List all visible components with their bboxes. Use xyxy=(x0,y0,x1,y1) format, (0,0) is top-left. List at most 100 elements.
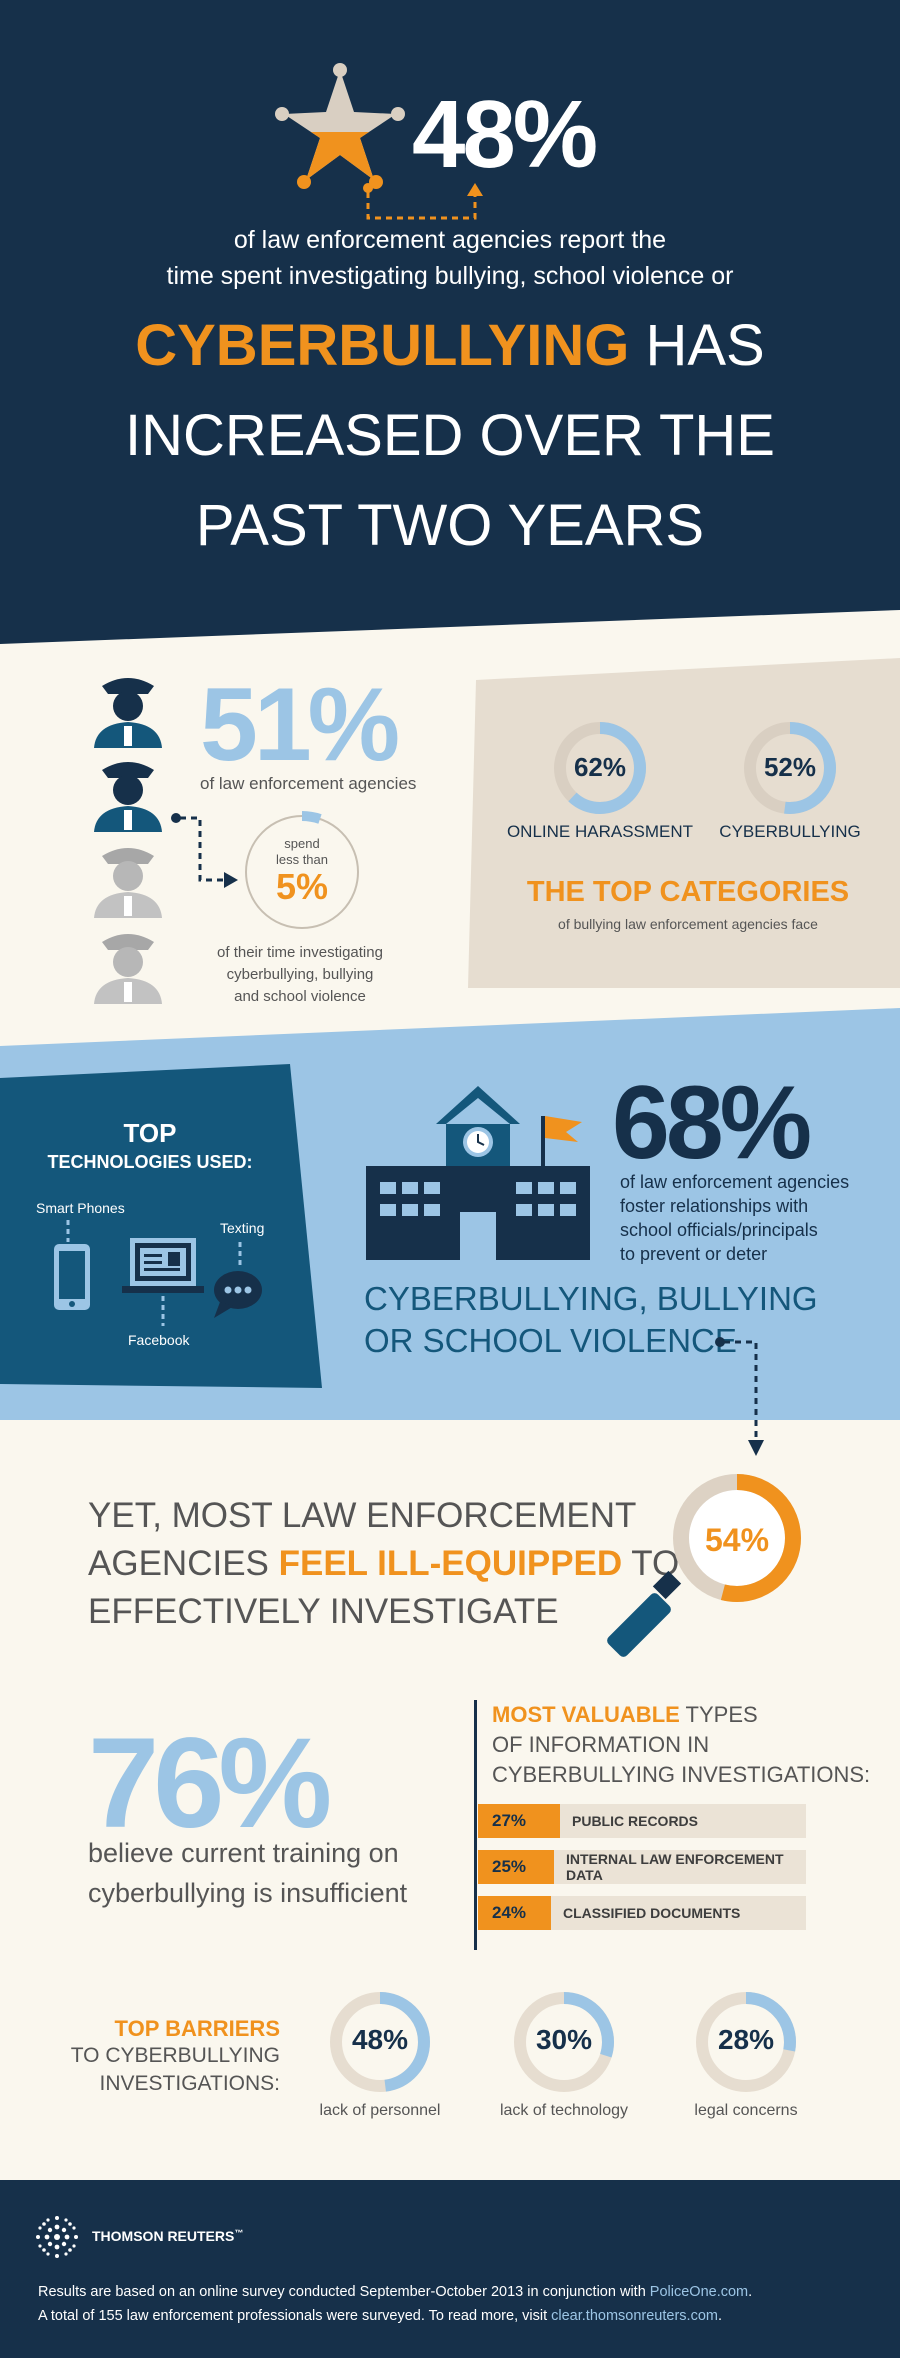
barrier-caption: lack of personnel xyxy=(319,2102,441,2119)
barrier-arc xyxy=(330,1992,430,2092)
info-title-2: OF INFORMATION IN xyxy=(492,1732,710,1757)
school-line-3: school officials/principals xyxy=(620,1220,818,1240)
equip-donut-label: 54% xyxy=(704,1522,770,1558)
texting-bubble-icon xyxy=(214,1242,262,1318)
equip-line-2: AGENCIES FEEL ILL-EQUIPPED TO xyxy=(88,1544,679,1584)
barriers-title-2: TO CYBERBULLYING xyxy=(70,2044,280,2067)
school-line-2: foster relationships with xyxy=(620,1196,809,1216)
circle-pct: 5% xyxy=(275,866,329,907)
tech-smart-phones: Smart Phones xyxy=(36,1200,125,1216)
circle-text-1: spend xyxy=(284,836,320,851)
info-title-3: CYBERBULLYING INVESTIGATIONS: xyxy=(492,1762,871,1787)
info-bar: 25% xyxy=(478,1850,554,1884)
categories-subtitle: of bullying law enforcement agencies fac… xyxy=(558,916,818,932)
barrier-arc xyxy=(514,1992,614,2092)
training-stat: 76% xyxy=(88,1712,332,1855)
hero-headline-2: INCREASED OVER THE xyxy=(125,403,775,468)
tech-texting: Texting xyxy=(220,1220,265,1236)
tech-facebook: Facebook xyxy=(128,1332,190,1348)
brand-name: THOMSON REUTERS™ xyxy=(92,2228,243,2244)
footer-note-2-end: . xyxy=(717,2308,722,2324)
donut-label-cyberbullying: 52% xyxy=(763,752,817,782)
barrier-donut xyxy=(696,1992,796,2092)
school-line-4: to prevent or deter xyxy=(620,1244,768,1264)
brand-tm: ™ xyxy=(234,2228,244,2238)
school-big-2: OR SCHOOL VIOLENCE xyxy=(364,1322,737,1359)
barrier-caption: lack of technology xyxy=(499,2102,629,2119)
footer-note-2: A total of 155 law enforcement professio… xyxy=(38,2308,722,2324)
headline-rest: HAS xyxy=(629,313,765,378)
info-title-accent: MOST VALUABLE xyxy=(492,1702,680,1727)
equip-line-1: YET, MOST LAW ENFORCEMENT xyxy=(88,1496,637,1535)
hero-line-2: time spent investigating bullying, schoo… xyxy=(166,262,734,290)
time-caption-1: of their time investigating xyxy=(217,944,383,961)
barrier-donut xyxy=(330,1992,430,2092)
technology-icons xyxy=(54,1220,262,1326)
dashed-down-arrow-icon xyxy=(715,1337,764,1456)
tech-title-1: TOP xyxy=(123,1118,177,1148)
barrier-caption: legal concerns xyxy=(694,2102,798,2119)
info-bar-label: CLASSIFIED DOCUMENTS xyxy=(563,1905,741,1921)
barrier-donut xyxy=(514,1992,614,2092)
hero-line-1: of law enforcement agencies report the xyxy=(233,226,667,254)
dashed-connector-icon xyxy=(171,813,238,888)
time-circle xyxy=(245,811,359,929)
category-cyberbullying: CYBERBULLYING xyxy=(719,822,861,841)
officer-icon-4 xyxy=(94,934,162,1004)
officer-icons xyxy=(94,678,162,1004)
footer-note-1-text: Results are based on an online survey co… xyxy=(38,2284,650,2300)
donut-online-harassment xyxy=(554,722,646,814)
info-title-rest: TYPES xyxy=(679,1702,758,1727)
category-online-harassment: ONLINE HARASSMENT xyxy=(506,822,694,841)
time-caption-2: cyberbullying, bullying xyxy=(226,966,374,983)
magnifier-handle-icon xyxy=(607,1570,682,1657)
barriers-title-1: TOP BARRIERS xyxy=(114,2016,280,2041)
training-line-1: believe current training on xyxy=(88,1838,399,1868)
footer-note-1: Results are based on an online survey co… xyxy=(38,2284,752,2300)
time-stat: 51% xyxy=(200,667,400,783)
smart-phone-icon xyxy=(54,1220,90,1310)
thomson-reuters-logo-icon xyxy=(36,2216,78,2258)
barrier-label: 30% xyxy=(535,2024,593,2055)
circle-text-2: less than xyxy=(275,852,329,867)
hero-section xyxy=(0,0,900,700)
info-bar-label: PUBLIC RECORDS xyxy=(572,1813,699,1829)
info-title-1: MOST VALUABLE TYPES xyxy=(492,1702,758,1728)
brand-text: THOMSON REUTERS xyxy=(92,2228,235,2244)
donut-label-online-harassment: 62% xyxy=(573,752,627,782)
hero-headline-1: CYBERBULLYING HAS xyxy=(0,312,900,379)
info-bar: 27% xyxy=(478,1804,560,1838)
magnifier-donut xyxy=(607,1474,801,1657)
dashed-arrow-icon xyxy=(363,183,483,220)
equip-accent: FEEL ILL-EQUIPPED xyxy=(278,1544,623,1583)
footer-note-2-text: A total of 155 law enforcement professio… xyxy=(38,2308,552,2324)
info-bar-row: 27% PUBLIC RECORDS xyxy=(478,1804,806,1838)
school-building-icon xyxy=(366,1086,590,1260)
hero-stat: 48% xyxy=(412,81,598,188)
info-bar-row: 24% CLASSIFIED DOCUMENTS xyxy=(478,1896,806,1930)
officer-icon-2 xyxy=(94,762,162,832)
info-bar-label: INTERNAL LAW ENFORCEMENT DATA xyxy=(566,1851,784,1883)
school-stat: 68% xyxy=(612,1065,812,1181)
sheriff-badge-icon xyxy=(275,63,405,189)
equip-line-3: EFFECTIVELY INVESTIGATE xyxy=(88,1592,559,1631)
categories-title: THE TOP CATEGORIES xyxy=(526,876,850,908)
school-big-1: CYBERBULLYING, BULLYING xyxy=(364,1280,818,1317)
equip-line-2a: AGENCIES xyxy=(88,1544,279,1583)
info-divider xyxy=(474,1700,477,1950)
time-sub: of law enforcement agencies xyxy=(200,774,417,793)
thomsonreuters-link[interactable]: clear.thomsonreuters.com xyxy=(551,2308,718,2324)
policeone-link[interactable]: PoliceOne.com xyxy=(649,2284,749,2300)
time-caption-3: and school violence xyxy=(234,988,366,1005)
laptop-facebook-icon xyxy=(122,1238,204,1326)
donut-cyberbullying xyxy=(744,722,836,814)
info-bar: 24% xyxy=(478,1896,551,1930)
barrier-label: 48% xyxy=(351,2024,409,2055)
school-line-1: of law enforcement agencies xyxy=(620,1172,850,1192)
headline-accent: CYBERBULLYING xyxy=(135,313,630,378)
tech-title-2: TECHNOLOGIES USED: xyxy=(47,1152,253,1172)
barrier-label: 28% xyxy=(717,2024,775,2055)
barriers-title-3: INVESTIGATIONS: xyxy=(99,2072,280,2095)
training-line-2: cyberbullying is insufficient xyxy=(88,1878,408,1908)
